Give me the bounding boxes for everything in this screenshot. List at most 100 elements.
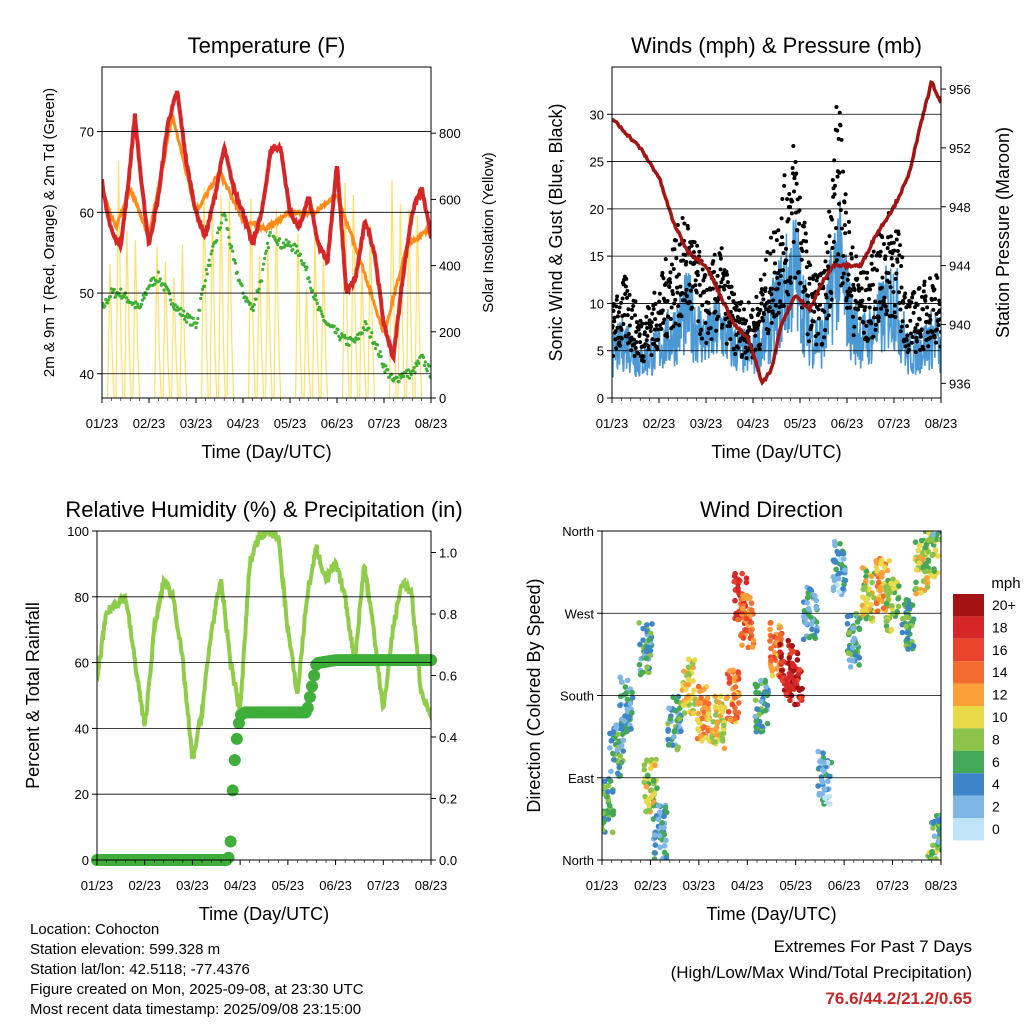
gust-point [693,278,698,283]
direction-point [717,693,724,699]
gust-point [936,323,941,328]
gust-point [938,344,941,349]
direction-point [873,600,880,607]
direction-point [614,770,621,777]
gust-point [782,183,787,188]
dewpoint-point [357,337,361,341]
direction-point [931,566,937,572]
solar-line [248,199,256,398]
direction-point [743,575,750,581]
gust-point [627,292,632,297]
direction-point [742,627,748,633]
x-axis-label: Time (Day/UTC) [201,442,331,462]
gust-point [850,245,855,250]
direction-point [705,716,712,722]
direction-series [602,531,948,860]
gust-point [909,340,914,345]
dewpoint-point [391,379,395,383]
gust-point [922,283,927,288]
direction-point [913,590,919,597]
direction-point [652,762,658,769]
gust-point [820,341,825,346]
direction-point [863,615,870,622]
direction-point [918,590,924,596]
gust-point [737,308,742,313]
dewpoint-point [167,289,171,293]
direction-point [874,567,880,574]
gust-point [862,308,867,313]
gust-point [614,304,619,309]
gust-point [840,281,845,286]
gust-point [675,285,680,290]
direction-point [913,585,919,592]
legend-swatch [953,683,984,706]
dewpoint-point [315,301,319,306]
direction-point [716,699,722,705]
direction-point [606,802,613,809]
gust-point [673,321,678,326]
direction-point [826,773,833,780]
direction-point [942,849,948,855]
direction-point [913,566,920,573]
dewpoint-point [294,244,299,248]
gust-point [760,318,765,323]
direction-point [690,710,697,717]
dewpoint-point [383,370,387,374]
dewpoint-point [168,292,172,296]
solar-line [350,194,359,398]
dewpoint-point [218,226,223,230]
dewpoint-point [321,314,325,319]
direction-point [842,567,848,573]
direction-point [685,664,692,670]
x-tick-label: 01/23 [596,416,629,431]
direction-point [924,580,930,587]
x-tick-label: 01/23 [81,878,114,893]
location-text: Location: Cohocton [30,921,160,938]
direction-point [814,628,820,634]
gust-point [891,290,896,295]
y-tick-label: 5 [597,344,604,359]
direction-point [645,644,651,651]
direction-point [909,602,916,608]
direction-point [627,700,634,707]
gust-point [831,239,836,244]
direction-point [617,702,623,709]
dewpoint-point [231,249,235,253]
dewpoint-point [318,306,322,310]
gust-point [769,235,774,240]
solar-line [124,231,132,398]
direction-point [747,627,754,634]
dewpoint-point [175,305,179,309]
gust-point [686,226,691,231]
precip-point [308,669,321,682]
gust-point [847,305,852,310]
gust-point [735,315,740,320]
gust-point [893,315,898,320]
gust-point [708,325,713,330]
direction-point [683,681,689,688]
dewpoint-point [198,308,202,312]
direction-point [663,809,670,816]
gust-point [692,260,697,265]
gust-point [851,333,856,338]
dewpoint-point [397,379,401,384]
gust-point [660,308,665,313]
gust-point [641,359,646,364]
direction-point [624,677,631,684]
precip-point [301,701,314,714]
dewpoint-point [208,263,212,267]
direction-point [890,576,896,582]
gust-point [759,287,764,292]
solar-line [171,277,179,398]
gust-point [620,296,625,301]
direction-point [795,685,801,691]
gust-point [859,286,864,291]
dewpoint-point [342,333,347,338]
gust-point [914,339,919,344]
gust-point [612,301,616,306]
gust-point [843,192,848,197]
gust-point [793,275,798,280]
y-axis-label: Percent & Total Rainfall [23,602,43,789]
solar-line [414,215,423,398]
gust-point [829,297,834,302]
